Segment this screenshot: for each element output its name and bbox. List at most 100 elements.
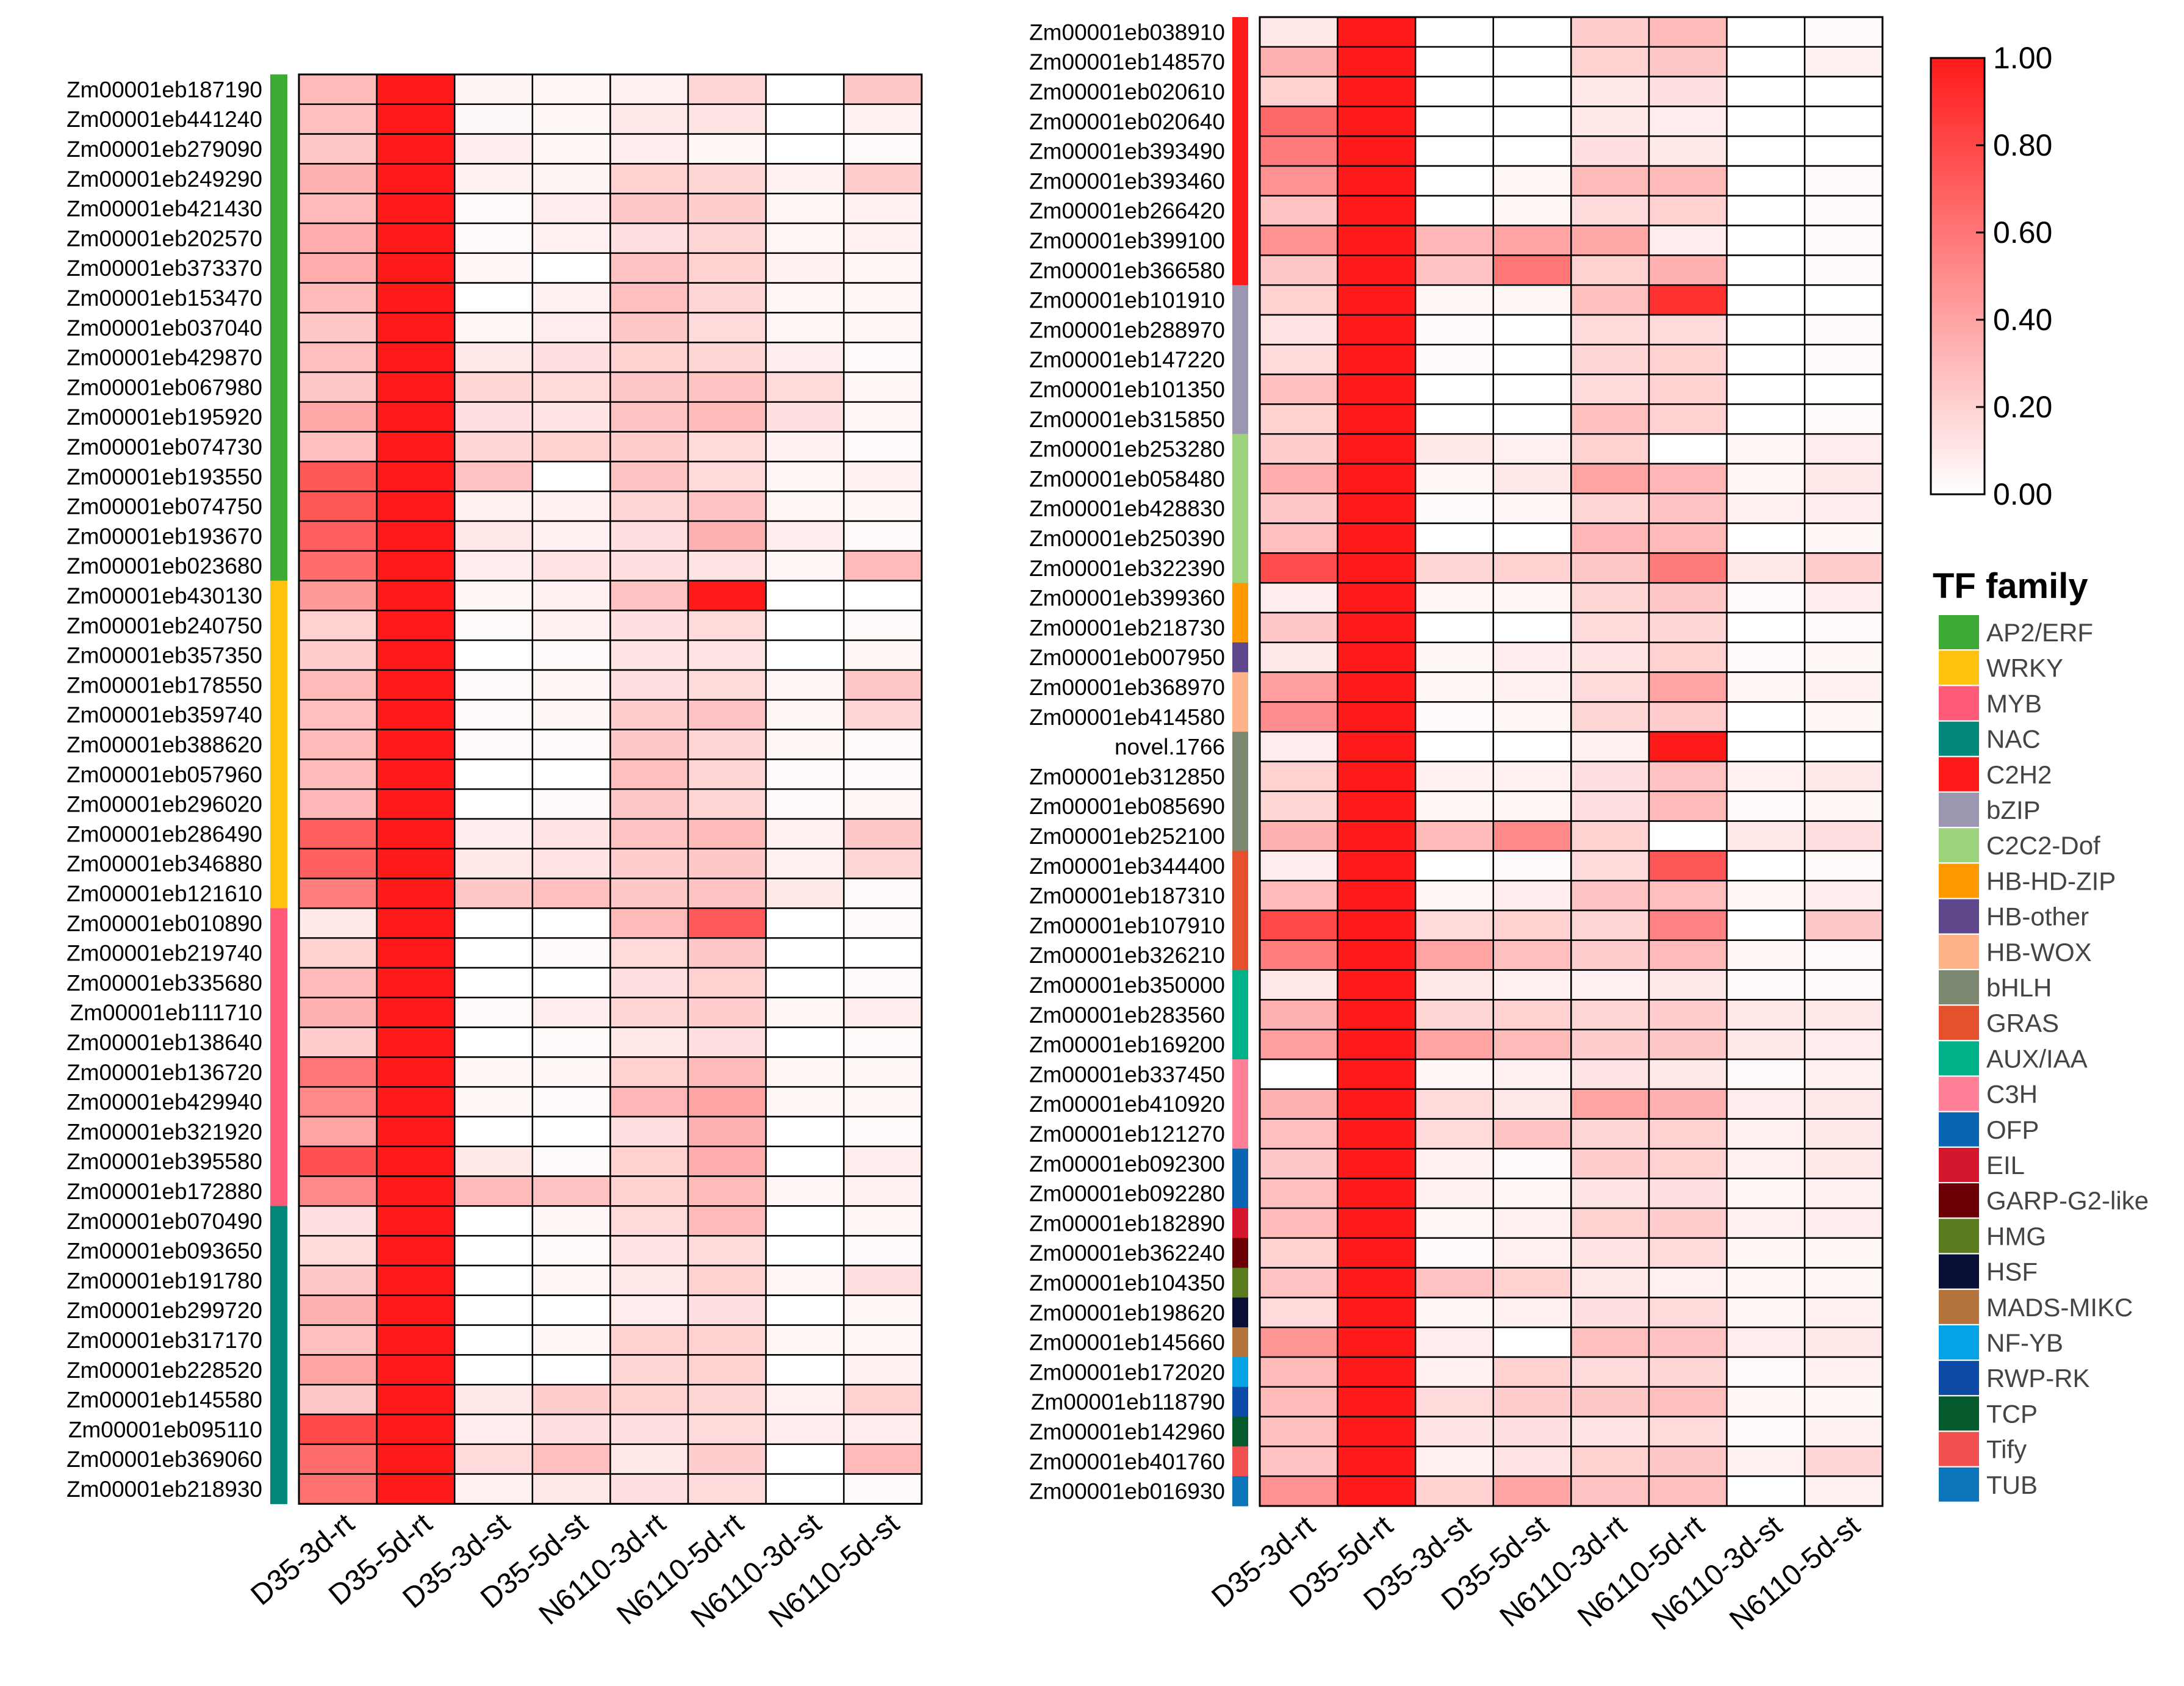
heatmap-cell [842,1324,923,1356]
legend-label: TCP [1986,1399,2038,1428]
heatmap-cell [453,371,534,403]
heatmap-cell [842,1354,923,1386]
heatmap-cell [298,73,378,106]
heatmap-cell [1570,195,1650,226]
row-label: Zm00001eb373370 [66,256,262,281]
family-band-bzip [1232,404,1248,434]
legend-swatch-c3h [1939,1076,1979,1111]
family-band-ap2-erf [270,342,287,373]
heatmap-cell [1337,433,1417,465]
heatmap-cell [1259,1297,1338,1328]
family-band-c2h2 [1232,46,1248,77]
row-label: Zm00001eb362240 [1029,1241,1225,1266]
row-label: Zm00001eb153470 [66,286,262,311]
heatmap-cell [842,1115,923,1148]
heatmap-cell [1726,1058,1806,1090]
heatmap-cell [1414,135,1495,167]
heatmap-cell [1259,522,1338,554]
heatmap-cell [1803,1058,1884,1090]
heatmap-cell [1570,701,1650,733]
row-label: Zm00001eb182890 [1029,1211,1225,1236]
row-label: Zm00001eb326210 [1029,943,1225,968]
heatmap-cell [765,1086,845,1118]
heatmap-cell [1803,790,1884,822]
heatmap-cell [1648,254,1728,286]
heatmap-cell [453,1175,534,1207]
legend-swatch-hb-hd-zip [1939,863,1979,898]
row-label: Zm00001eb145580 [66,1388,262,1413]
legend-swatch-eil [1939,1148,1979,1182]
heatmap-border [298,73,923,1505]
heatmap-cell [1337,284,1417,316]
heatmap-cell [1259,1088,1338,1120]
legend-swatch-ofp [1939,1112,1979,1147]
heatmap-cell [376,848,456,879]
heatmap-cell [376,1115,456,1148]
family-band-ap2-erf [270,134,287,164]
heatmap-cell [687,699,767,730]
heatmap-cell [531,1234,611,1267]
heatmap-cell [531,1056,611,1088]
heatmap-cell [687,431,767,463]
heatmap-cell [1414,522,1495,554]
heatmap-cell [1337,1148,1417,1180]
heatmap-cell [1648,939,1728,971]
row-label: Zm00001eb070490 [66,1209,262,1234]
heatmap-cell [1259,671,1338,703]
heatmap-cell [765,73,845,106]
legend-swatch-hb-other [1939,899,1979,934]
legend-label: GARP-G2-like [1986,1186,2149,1215]
heatmap-cell [609,520,689,552]
heatmap-cell [453,580,534,611]
heatmap-cell [1259,1446,1338,1477]
family-band-c3h [1232,1089,1248,1120]
heatmap-cell [1492,1148,1572,1180]
heatmap-cell [453,967,534,999]
heatmap-cell [1726,552,1806,584]
heatmap-cell [765,1145,845,1177]
heatmap-cell [1726,582,1806,614]
heatmap-cell [765,431,845,463]
heatmap-cell [765,401,845,433]
heatmap-cell [609,252,689,284]
row-label: Zm00001eb288970 [1029,317,1225,342]
heatmap-cell [842,788,923,820]
heatmap-cell [1492,254,1572,286]
heatmap-cell [1803,552,1884,584]
family-band-hmg [1232,1267,1248,1298]
heatmap-cell [298,431,378,463]
family-band-nac [270,1355,287,1385]
heatmap-cell [1492,671,1572,703]
heatmap-cell [298,312,378,344]
heatmap-cell [376,818,456,850]
heatmap-cell [765,1264,845,1297]
heatmap-cell [687,1056,767,1088]
heatmap-cell [1414,314,1495,346]
legend-swatch-hb-wox [1939,934,1979,969]
heatmap-cell [1726,522,1806,554]
heatmap-cell [1492,850,1572,882]
heatmap-cell [1570,909,1650,942]
heatmap-cell [1337,611,1417,644]
heatmap-cell [842,610,923,641]
heatmap-cell [1259,225,1338,256]
heatmap-cell [1414,1416,1495,1447]
heatmap-cell [1337,492,1417,524]
heatmap-cell [1414,1148,1495,1180]
heatmap-cell [765,461,845,492]
heatmap-cell [298,877,378,909]
row-label: Zm00001eb187310 [1029,884,1225,909]
heatmap-cell [298,729,378,760]
heatmap-cell [1726,106,1806,137]
heatmap-cell [1492,165,1572,197]
heatmap-cell [687,788,767,820]
heatmap-cell [609,1473,689,1505]
heatmap-cell [1492,1297,1572,1328]
heatmap-cell [1803,999,1884,1031]
heatmap-cell [687,818,767,850]
family-band-c3h [1232,1119,1248,1149]
heatmap-cell [1726,611,1806,644]
row-label: Zm00001eb315850 [1029,407,1225,432]
heatmap-cell [842,639,923,671]
heatmap-cell [298,1056,378,1088]
